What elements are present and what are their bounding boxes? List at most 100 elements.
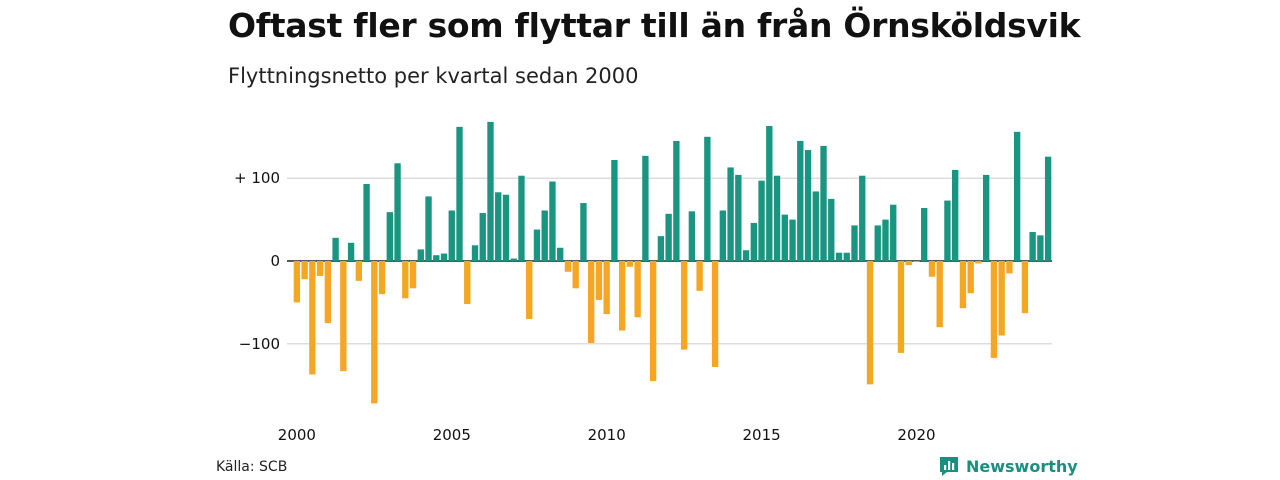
- bar: [502, 194, 510, 261]
- bar: [735, 174, 742, 261]
- bar: [905, 261, 912, 266]
- x-tick-label: 2000: [278, 426, 316, 444]
- bar: [998, 261, 1005, 336]
- bar: [711, 261, 719, 367]
- bar: [750, 222, 757, 261]
- bar: [518, 175, 525, 261]
- bar: [626, 261, 634, 267]
- bar: [340, 261, 347, 372]
- bar: [557, 247, 564, 261]
- axis-labels: −100 0 + 100 2000 2005 2010 2015 2020: [234, 169, 936, 444]
- bar: [301, 261, 308, 280]
- bar: [727, 167, 734, 261]
- brand-name: Newsworthy: [966, 456, 1078, 476]
- bar: [464, 261, 471, 305]
- bar: [564, 261, 572, 272]
- bar: [479, 212, 486, 261]
- bar: [378, 261, 386, 295]
- bar: [642, 155, 649, 261]
- bar: [742, 250, 750, 261]
- bar: [688, 211, 696, 261]
- bars: [293, 121, 1052, 404]
- bar: [456, 126, 463, 261]
- bar: [332, 237, 339, 261]
- bar: [828, 198, 835, 261]
- bar: [673, 140, 680, 261]
- bar: [363, 184, 370, 261]
- bar: [874, 225, 881, 261]
- bar: [1006, 261, 1013, 274]
- bar: [928, 261, 936, 277]
- y-tick-label: 0: [270, 252, 280, 270]
- x-tick-label: 2005: [433, 426, 471, 444]
- bar: [417, 249, 424, 261]
- bar: [487, 121, 494, 262]
- bar: [1044, 156, 1052, 261]
- bar: [618, 261, 626, 331]
- bar: [982, 174, 990, 261]
- bar: [309, 261, 316, 375]
- bar: [665, 213, 672, 261]
- y-tick-label: + 100: [234, 169, 280, 187]
- bar: [866, 261, 874, 385]
- bar: [495, 192, 502, 261]
- bar: [448, 210, 455, 261]
- y-tick-label: −100: [239, 335, 280, 353]
- bar: [952, 169, 959, 261]
- bar: [526, 261, 533, 319]
- bar: [409, 261, 417, 289]
- bar: [882, 219, 889, 261]
- bar: [944, 200, 951, 261]
- bar: [510, 258, 517, 261]
- bar: [897, 261, 905, 353]
- bar: [812, 191, 819, 261]
- bar: [789, 219, 796, 261]
- chart-title: Oftast fler som flyttar till än från Örn…: [228, 6, 1081, 45]
- bar: [1037, 235, 1044, 261]
- bar: [959, 261, 967, 309]
- bar: [835, 252, 843, 261]
- bar: [533, 229, 541, 261]
- bar: [394, 163, 401, 261]
- bar: [913, 261, 920, 262]
- bar: [921, 208, 928, 261]
- x-tick-label: 2020: [897, 426, 935, 444]
- bar: [936, 261, 943, 328]
- bar: [797, 140, 804, 261]
- bar: [580, 203, 587, 261]
- bar: [425, 196, 432, 261]
- bar: [386, 212, 393, 261]
- bar: [634, 261, 641, 318]
- bar: [975, 261, 982, 264]
- chart-subtitle: Flyttningsnetto per kvartal sedan 2000: [228, 64, 639, 88]
- bar: [549, 181, 556, 261]
- bar: [588, 261, 595, 343]
- bar: [355, 261, 363, 281]
- bar: [773, 175, 781, 261]
- bar: [293, 261, 301, 303]
- bar: [758, 180, 765, 261]
- bar: [890, 204, 897, 261]
- newsworthy-logo-icon: [940, 457, 958, 476]
- bar: [347, 242, 355, 261]
- bar: [595, 261, 603, 300]
- x-tick-label: 2015: [743, 426, 781, 444]
- bar: [572, 261, 579, 289]
- bar: [603, 261, 610, 314]
- bar: [657, 236, 665, 261]
- bar: [680, 261, 688, 350]
- bar: [611, 159, 618, 261]
- bar: [471, 245, 479, 261]
- bar: [851, 225, 858, 261]
- bar: [781, 214, 788, 261]
- bar: [440, 253, 448, 261]
- bar: [324, 261, 332, 324]
- bar: [719, 210, 727, 261]
- bar: [1021, 261, 1029, 314]
- bar: [704, 136, 711, 261]
- bar: [766, 126, 773, 261]
- bar: [843, 252, 850, 261]
- bar: [1029, 232, 1036, 261]
- bar: [316, 261, 324, 276]
